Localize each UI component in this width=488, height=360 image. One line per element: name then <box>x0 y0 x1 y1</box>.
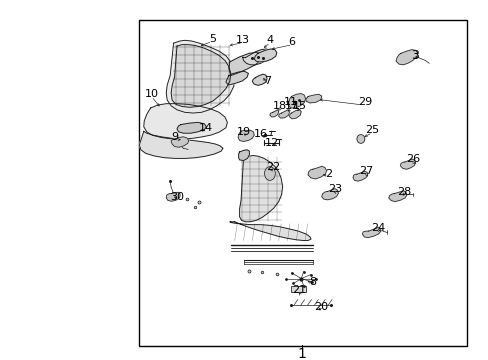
Text: 9: 9 <box>171 132 178 142</box>
Polygon shape <box>352 171 367 181</box>
Polygon shape <box>400 159 415 169</box>
Text: 18: 18 <box>272 101 286 111</box>
Polygon shape <box>238 150 249 161</box>
Polygon shape <box>166 192 180 201</box>
Polygon shape <box>139 131 223 158</box>
Bar <box>139 20 466 346</box>
Text: 29: 29 <box>357 97 371 107</box>
Polygon shape <box>269 110 278 117</box>
Text: 3: 3 <box>410 49 418 62</box>
Ellipse shape <box>264 167 275 180</box>
Polygon shape <box>171 45 230 107</box>
Text: 17: 17 <box>284 101 298 111</box>
Text: 7: 7 <box>264 76 271 86</box>
Polygon shape <box>288 94 305 108</box>
Ellipse shape <box>356 135 364 143</box>
Polygon shape <box>239 156 282 222</box>
Text: 30: 30 <box>170 192 183 202</box>
Bar <box>291 286 305 292</box>
Text: 10: 10 <box>144 89 158 99</box>
Polygon shape <box>388 191 406 202</box>
Text: 21: 21 <box>292 285 305 295</box>
Text: 22: 22 <box>265 162 280 172</box>
Text: 12: 12 <box>264 138 278 148</box>
Polygon shape <box>305 94 321 103</box>
Polygon shape <box>143 104 227 139</box>
Polygon shape <box>252 74 266 85</box>
Polygon shape <box>166 40 234 113</box>
Text: 6: 6 <box>287 37 294 48</box>
Polygon shape <box>171 137 188 147</box>
Polygon shape <box>254 49 276 62</box>
Polygon shape <box>238 130 254 141</box>
Polygon shape <box>307 166 326 179</box>
Text: 13: 13 <box>236 35 249 45</box>
Text: 26: 26 <box>405 154 419 164</box>
Text: 16: 16 <box>253 129 267 139</box>
Text: 14: 14 <box>199 123 213 133</box>
Polygon shape <box>225 71 248 85</box>
Text: 5: 5 <box>208 33 215 44</box>
Text: 2: 2 <box>325 168 331 179</box>
Polygon shape <box>395 50 417 65</box>
Text: 24: 24 <box>370 222 385 233</box>
Text: 15: 15 <box>292 101 306 111</box>
Text: 27: 27 <box>358 166 372 176</box>
Text: 1: 1 <box>297 347 306 360</box>
Polygon shape <box>242 49 271 65</box>
Polygon shape <box>362 228 380 238</box>
Polygon shape <box>177 122 206 133</box>
Polygon shape <box>278 110 289 118</box>
Polygon shape <box>289 109 301 119</box>
Polygon shape <box>228 52 263 76</box>
Text: 28: 28 <box>396 186 410 197</box>
Polygon shape <box>321 189 338 200</box>
Text: 19: 19 <box>237 127 250 137</box>
Text: 23: 23 <box>328 184 342 194</box>
Polygon shape <box>229 222 310 240</box>
Text: 25: 25 <box>365 125 379 135</box>
Text: 4: 4 <box>266 35 273 45</box>
Text: 20: 20 <box>313 302 327 312</box>
Text: 8: 8 <box>309 276 316 287</box>
Text: 11: 11 <box>283 97 297 107</box>
